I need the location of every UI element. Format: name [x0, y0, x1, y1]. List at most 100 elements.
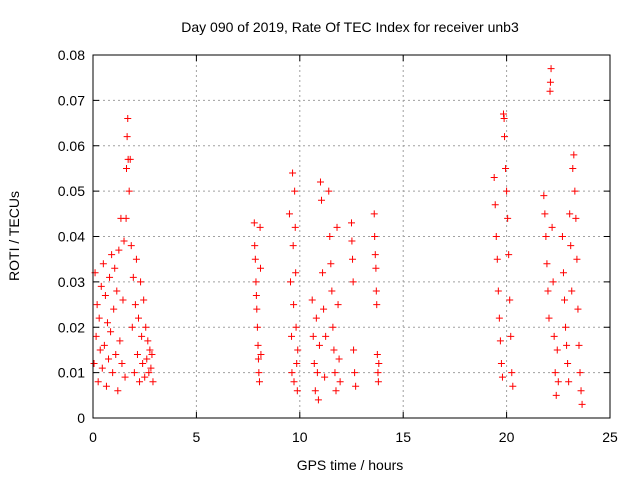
- x-tick-label: 20: [499, 429, 515, 445]
- data-point: [254, 355, 262, 363]
- x-tick-labels: 0 5 10 15 20 25: [89, 429, 618, 445]
- data-point: [495, 314, 503, 322]
- data-point: [349, 255, 357, 263]
- data-point: [498, 373, 506, 381]
- y-tick-label: 0.01: [58, 365, 85, 381]
- data-point: [574, 305, 582, 313]
- y-tick-label: 0.05: [58, 183, 85, 199]
- data-point: [329, 323, 337, 331]
- data-point: [109, 369, 117, 377]
- data-point: [94, 378, 102, 386]
- data-point: [250, 219, 258, 227]
- grid-lines: [93, 55, 610, 418]
- data-point: [110, 305, 118, 313]
- data-point: [320, 305, 328, 313]
- data-point: [290, 301, 298, 309]
- plot-frame: [92, 54, 611, 419]
- data-point: [541, 210, 549, 218]
- data-point: [129, 273, 137, 281]
- data-point: [327, 260, 335, 268]
- data-point: [352, 382, 360, 390]
- data-point: [562, 323, 570, 331]
- data-point: [313, 369, 321, 377]
- data-point: [502, 164, 510, 172]
- data-point: [373, 350, 381, 358]
- data-point: [145, 369, 153, 377]
- data-point: [322, 332, 330, 340]
- data-point: [290, 378, 298, 386]
- data-point: [292, 269, 300, 277]
- data-point: [253, 323, 261, 331]
- data-point: [373, 301, 381, 309]
- data-point: [372, 264, 380, 272]
- data-point: [311, 387, 319, 395]
- data-point: [97, 282, 105, 290]
- data-point: [544, 287, 552, 295]
- data-point: [136, 378, 144, 386]
- data-point: [253, 305, 261, 313]
- data-point: [255, 378, 263, 386]
- data-point: [142, 323, 150, 331]
- data-point: [147, 364, 155, 372]
- data-point: [566, 210, 574, 218]
- data-point: [93, 301, 101, 309]
- data-point: [570, 151, 578, 159]
- data-point: [257, 350, 265, 358]
- data-point: [554, 378, 562, 386]
- data-point: [131, 301, 139, 309]
- data-point: [251, 242, 259, 250]
- data-point: [578, 400, 586, 408]
- data-point: [349, 278, 357, 286]
- data-point: [336, 378, 344, 386]
- data-point: [90, 360, 98, 368]
- x-tick-label: 10: [292, 429, 308, 445]
- data-point: [331, 369, 339, 377]
- data-point: [100, 341, 108, 349]
- data-point: [106, 273, 114, 281]
- data-point: [348, 237, 356, 245]
- data-point: [120, 237, 128, 245]
- data-point: [310, 360, 318, 368]
- data-point: [319, 269, 327, 277]
- data-point: [141, 373, 149, 381]
- data-point: [134, 314, 142, 322]
- data-point: [374, 369, 382, 377]
- data-point: [126, 155, 134, 163]
- data-point: [108, 251, 116, 259]
- data-point: [506, 296, 514, 304]
- data-point: [98, 364, 106, 372]
- data-point: [546, 78, 554, 86]
- data-point: [149, 378, 157, 386]
- data-point: [550, 332, 558, 340]
- data-point: [553, 346, 561, 354]
- data-point: [132, 255, 140, 263]
- data-point: [138, 332, 146, 340]
- data-point: [576, 369, 584, 377]
- data-point: [102, 382, 110, 390]
- data-point: [111, 264, 119, 272]
- data-point: [315, 341, 323, 349]
- data-point: [92, 332, 100, 340]
- data-point: [128, 323, 136, 331]
- data-point: [291, 223, 299, 231]
- y-axis-label: ROTI / TECUs: [6, 191, 22, 281]
- x-tick-label: 5: [193, 429, 201, 445]
- y-tick-label: 0.02: [58, 319, 85, 335]
- data-point: [256, 223, 264, 231]
- data-point: [291, 187, 299, 195]
- y-tick-label: 0.07: [58, 92, 85, 108]
- data-point: [351, 369, 359, 377]
- data-point: [559, 269, 567, 277]
- data-point: [321, 373, 329, 381]
- data-point: [571, 187, 579, 195]
- data-point: [371, 233, 379, 240]
- data-point: [96, 346, 104, 354]
- data-point: [551, 369, 559, 377]
- data-point: [122, 214, 130, 222]
- data-point: [542, 233, 550, 240]
- data-point: [370, 210, 378, 218]
- data-point: [567, 242, 575, 250]
- data-point: [573, 255, 581, 263]
- data-point: [112, 350, 120, 358]
